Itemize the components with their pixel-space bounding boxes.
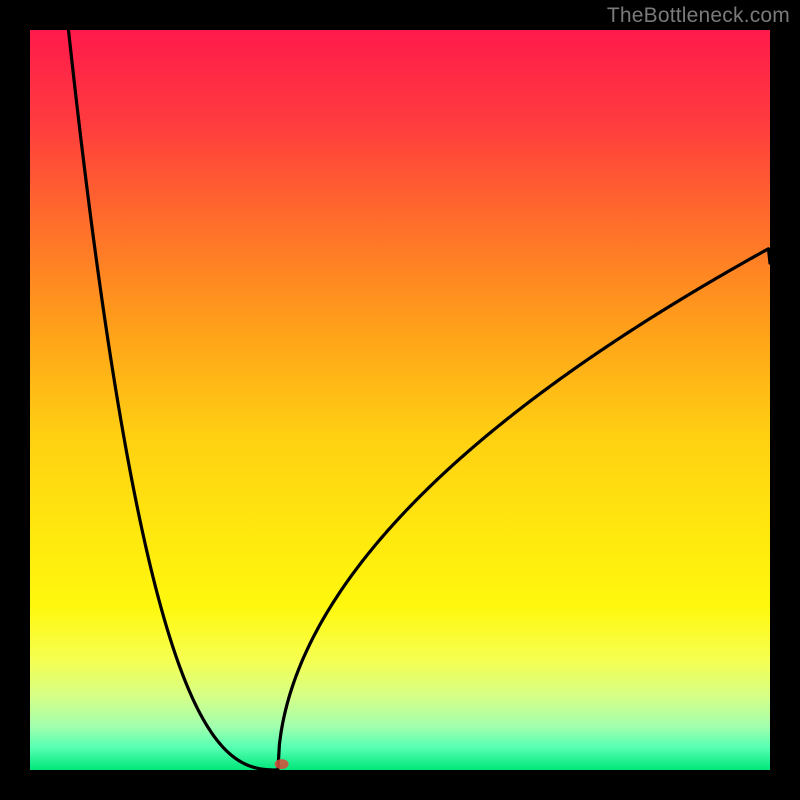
chart-svg xyxy=(30,30,770,770)
chart-area xyxy=(30,30,770,770)
watermark-label: TheBottleneck.com xyxy=(607,4,790,28)
min-marker xyxy=(275,759,289,769)
